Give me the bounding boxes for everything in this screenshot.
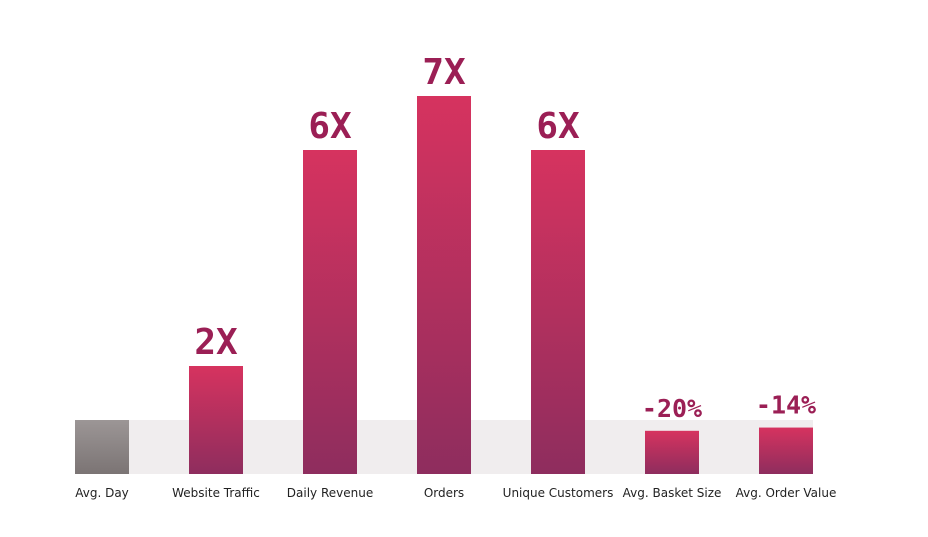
value-label: -20% xyxy=(642,394,702,423)
value-label: -14% xyxy=(756,391,816,420)
value-label: 2X xyxy=(194,322,238,363)
bar xyxy=(531,150,585,474)
plot: Avg. Day Website Traffic 2X Daily Revenue 6X… xyxy=(75,52,836,500)
bar xyxy=(417,96,471,474)
value-label: 6X xyxy=(308,106,352,147)
x-tick-label: Daily Revenue xyxy=(287,486,373,500)
x-tick-label: Orders xyxy=(424,486,464,500)
x-tick-label: Website Traffic xyxy=(172,486,260,500)
value-label: 6X xyxy=(536,106,580,147)
x-tick-label: Unique Customers xyxy=(503,486,614,500)
x-tick-label: Avg. Day xyxy=(75,486,129,500)
bar xyxy=(645,430,699,474)
bar xyxy=(303,150,357,474)
x-tick-label: Avg. Basket Size xyxy=(623,486,722,500)
bar xyxy=(759,427,813,474)
bar xyxy=(189,366,243,474)
x-tick-label: Avg. Order Value xyxy=(736,486,837,500)
value-label: 7X xyxy=(422,52,466,93)
bar xyxy=(75,420,129,474)
